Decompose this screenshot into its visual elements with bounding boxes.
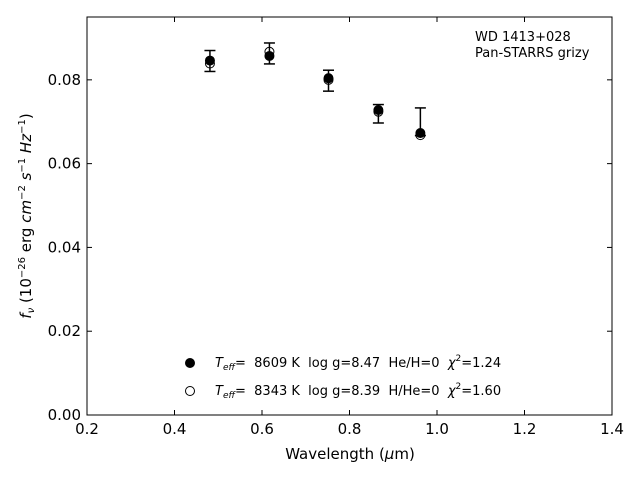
y-tick-label: 0.06 [48, 155, 81, 173]
annotation-line-2: Pan-STARRS grizy [475, 46, 590, 61]
x-tick-label: 0.8 [338, 420, 362, 438]
legend-marker-filled [185, 358, 195, 368]
y-tick-label: 0.00 [48, 406, 81, 424]
model-point-filled [415, 128, 426, 139]
x-axis-title: Wavelength (μm) [285, 445, 415, 463]
model-point-filled [264, 50, 275, 61]
y-tick-label: 0.02 [48, 322, 81, 340]
data-points [204, 46, 426, 141]
x-tick-label: 0.6 [250, 420, 274, 438]
y-tick-label: 0.08 [48, 71, 81, 89]
legend-label-filled: Teff= 8609 K log g=8.47 He/H=0 χ2=1.24 [215, 354, 501, 373]
x-tick-label: 1.0 [425, 420, 449, 438]
model-point-filled [373, 105, 384, 116]
axis-ticks: 0.2 0.4 0.6 0.8 1.0 1.2 1.4 0.00 0.02 0.04 0.06 0.0… [48, 17, 624, 438]
x-tick-label: 0.2 [75, 420, 99, 438]
legend-marker-open [185, 386, 195, 396]
x-tick-label: 0.4 [163, 420, 187, 438]
y-tick-label: 0.04 [48, 238, 81, 256]
legend: Teff= 8609 K log g=8.47 He/H=0 χ2=1.24 T… [185, 354, 501, 401]
error-bars [204, 42, 426, 137]
x-tick-label: 1.4 [600, 420, 624, 438]
annotation-line-1: WD 1413+028 [475, 30, 571, 45]
y-axis-title: fν (10−26 erg cm−2 s−1 Hz−1) [17, 113, 37, 318]
x-tick-label: 1.2 [513, 420, 537, 438]
model-point-filled [204, 55, 215, 66]
model-point-filled [323, 73, 334, 84]
legend-label-open: Teff= 8343 K log g=8.39 H/He=0 χ2=1.60 [215, 382, 501, 401]
